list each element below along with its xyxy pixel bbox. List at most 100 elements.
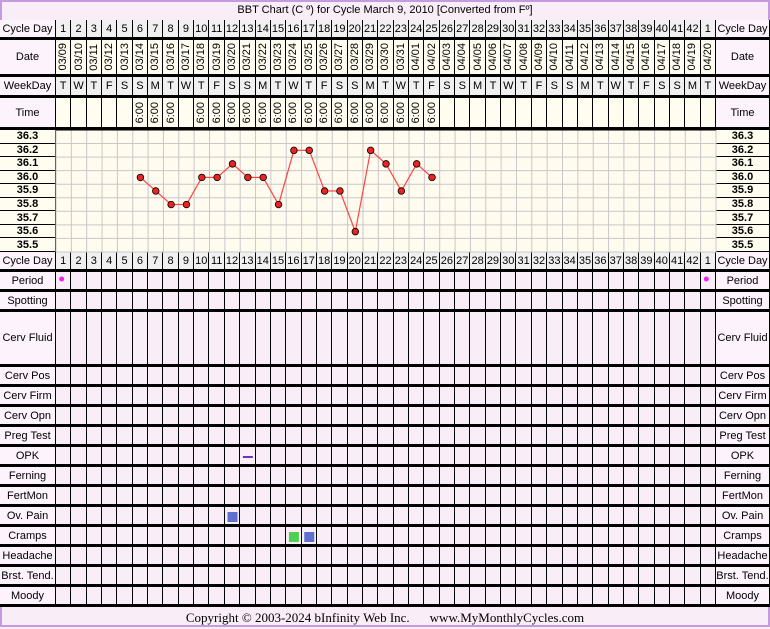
row-period-cell: [654, 272, 670, 292]
row-preg-test-cell: [132, 427, 149, 447]
row-cerv-opn-cell: [608, 407, 624, 427]
row-preg-test-cell: [562, 427, 578, 447]
row-ov-pain-cell: [255, 507, 271, 527]
cycle-day-cell-text: 1: [704, 22, 711, 35]
cycle-day-cell: 39: [639, 20, 655, 40]
cycle-day-cell-text: 36: [594, 22, 607, 35]
row-spotting-cell: [685, 292, 701, 312]
row-moody-label-text: Moody: [10, 589, 45, 602]
cycle-day-cell-text: 2: [75, 22, 82, 35]
weekday-cell: F: [209, 77, 225, 98]
cycle-day-bottom-cell: 36: [593, 252, 609, 272]
row-opk-cell: [409, 447, 425, 467]
time-cell: 6:00: [409, 98, 425, 130]
row-fertmon-cell: [409, 487, 425, 507]
row-moody-cell: [194, 587, 210, 607]
row-cramps-cell: [102, 527, 118, 547]
row-moody-cell: [669, 587, 686, 607]
cycle-day-bottom-cell: 20: [347, 252, 363, 272]
row-opk-cell: [531, 447, 548, 467]
row-opk-cell: [316, 447, 333, 467]
row-spotting-cell: [102, 292, 118, 312]
date-cell: 03/13: [117, 40, 133, 77]
cycle-day-bottom-cell-text: 11: [210, 254, 223, 267]
time-label-right: Time: [716, 98, 770, 130]
cycle-day-cell: 34: [562, 20, 578, 40]
row-ov-pain-label: Ov. Pain: [0, 507, 56, 527]
row-cerv-pos-cell: [455, 367, 471, 387]
cycle-day-bottom-cell-text: 34: [563, 254, 576, 267]
row-fertmon-cell: [163, 487, 179, 507]
site-link[interactable]: www.MyMonthlyCycles.com: [429, 610, 585, 625]
cycle-day-bottom-cell-text: 12: [225, 254, 239, 267]
row-cerv-fluid-cell: [654, 312, 670, 367]
row-headache-cell: [516, 547, 532, 567]
date-cell: 03/25: [301, 40, 317, 77]
row-fertmon-cell: [71, 487, 87, 507]
row-cerv-fluid-cell: [132, 312, 149, 367]
row-headache-cell: [378, 547, 394, 567]
time-cell: 6:00: [332, 98, 348, 130]
cycle-day-bottom-cell: 32: [531, 252, 548, 272]
row-brst-tend--cell: [439, 567, 456, 587]
row-cerv-firm-cell: [455, 387, 471, 407]
row-ov-pain-cell: [316, 507, 333, 527]
cycle-day-bottom-cell-text: 32: [532, 254, 546, 267]
row-headache-cell: [224, 547, 241, 567]
row-spotting-cell: [393, 292, 410, 312]
cycle-day-bottom-cell-text: 23: [394, 254, 407, 267]
row-moody-cell: [562, 587, 578, 607]
row-spotting-cell: [531, 292, 548, 312]
row-headache-cell: [639, 547, 655, 567]
row-ov-pain-cell: [163, 507, 179, 527]
row-cerv-opn-cell: [623, 407, 640, 427]
row-headache-cell: [86, 547, 103, 567]
row-cramps-cell: [71, 527, 87, 547]
cycle-day-bottom-cell: 10: [194, 252, 210, 272]
row-cramps-label: Cramps: [0, 527, 56, 547]
weekday-cell-text: S: [550, 80, 558, 92]
row-spotting-cell: [224, 292, 241, 312]
cycle-day-bottom-cell: 23: [393, 252, 410, 272]
row-ferning-cell: [639, 467, 655, 487]
cycle-day-cell: 8: [163, 20, 179, 40]
row-cerv-pos-cell: [639, 367, 655, 387]
row-preg-test-cell: [117, 427, 133, 447]
row-headache-label: Headache: [0, 547, 56, 567]
cycle-day-cell: 40: [654, 20, 670, 40]
row-cerv-opn-cell: [362, 407, 379, 427]
cycle-day-cell: 27: [455, 20, 471, 40]
date-cell: 03/30: [378, 40, 394, 77]
row-cerv-firm-label: Cerv Firm: [0, 387, 56, 407]
row-spotting-cell: [455, 292, 471, 312]
cycle-day-cell-text: 39: [640, 22, 653, 35]
row-moody-cell: [240, 587, 256, 607]
temp-tick-left: 35.9: [0, 184, 56, 198]
row-period-cell: [332, 272, 348, 292]
row-ferning-cell: [470, 467, 486, 487]
date-cell: 03/26: [316, 40, 333, 77]
row-fertmon-cell: [316, 487, 333, 507]
row-period-cell: [455, 272, 471, 292]
temp-tick-left: 35.6: [0, 224, 56, 239]
row-opk-cell: [332, 447, 348, 467]
row-cerv-firm-cell: [501, 387, 517, 407]
row-brst-tend--cell: [209, 567, 225, 587]
cycle-day-cell: 22: [378, 20, 394, 40]
row-ov-pain-cell: [132, 507, 149, 527]
row-fertmon-cell: [669, 487, 686, 507]
weekday-cell: W: [71, 77, 87, 98]
row-cerv-fluid-cell: [577, 312, 594, 367]
date-cell: 04/06: [485, 40, 502, 77]
row-ferning-cell: [209, 467, 225, 487]
weekday-cell: S: [562, 77, 578, 98]
cycle-day-bottom-cell: 39: [639, 252, 655, 272]
row-cerv-firm-cell: [178, 387, 195, 407]
row-cramps-cell: [286, 527, 302, 547]
cycle-day-cell-text: 28: [471, 22, 484, 35]
row-headache-cell: [117, 547, 133, 567]
row-cerv-pos-cell: [86, 367, 103, 387]
row-ferning-label-text: Ferning: [8, 469, 47, 482]
row-cerv-fluid-cell: [378, 312, 394, 367]
cycle-day-bottom-cell: 30: [501, 252, 517, 272]
